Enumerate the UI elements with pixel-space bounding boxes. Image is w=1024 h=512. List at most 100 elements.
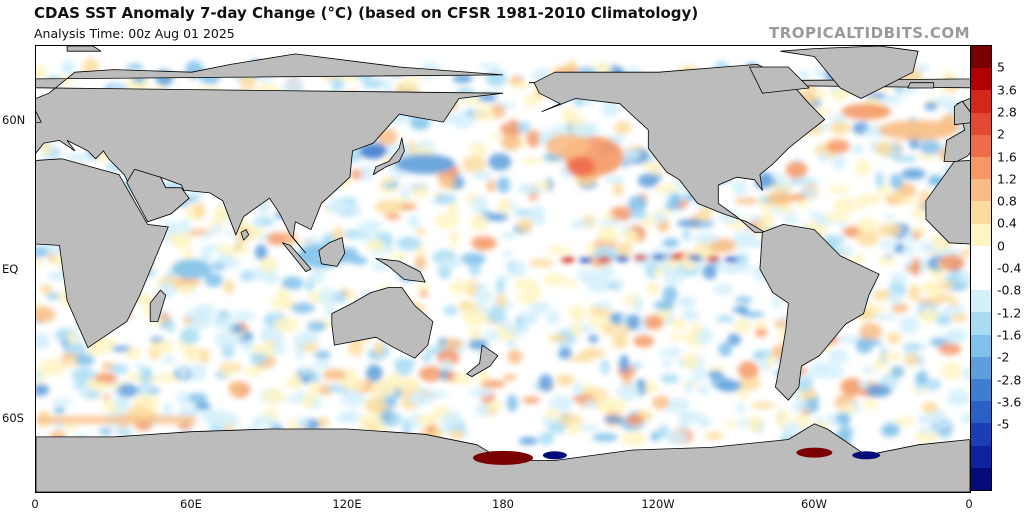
colorbar-swatch: [971, 290, 991, 313]
anomaly-patch: [299, 366, 311, 375]
anomaly-patch: [877, 223, 902, 237]
land-borneo: [318, 237, 346, 267]
anomaly-patch: [625, 414, 645, 426]
anomaly-patch: [521, 396, 541, 404]
anomaly-patch: [678, 413, 692, 430]
anomaly-patch: [854, 252, 864, 267]
land-new-guinea: [375, 258, 426, 283]
anomaly-patch: [578, 424, 599, 432]
anomaly-patch: [875, 170, 884, 189]
anomaly-patch: [766, 191, 793, 206]
anomaly-patch: [792, 399, 808, 413]
ice-shelf-anomaly: [473, 450, 533, 465]
land-madagascar: [149, 289, 167, 322]
tiw-feature: [669, 254, 684, 261]
anomaly-patch: [253, 220, 263, 229]
anomaly-patch: [563, 279, 579, 287]
anomaly-patch: [950, 299, 959, 307]
anomaly-patch: [657, 424, 670, 439]
anomaly-patch: [114, 396, 129, 408]
anomaly-patch: [36, 370, 43, 382]
anomaly-patch: [435, 193, 457, 205]
anomaly-patch: [855, 158, 871, 177]
anomaly-patch: [604, 175, 626, 184]
anomaly-patch: [826, 139, 851, 154]
anomaly-patch: [654, 300, 675, 311]
tiw-feature: [687, 254, 702, 261]
anomaly-patch: [644, 314, 664, 330]
anomaly-patch: [817, 123, 831, 131]
anomaly-patch: [350, 256, 368, 265]
anomaly-patch: [934, 313, 952, 326]
anomaly-patch: [251, 344, 273, 354]
anomaly-patch: [410, 116, 431, 131]
land-antarctica: [36, 423, 970, 492]
anomaly-patch: [951, 330, 967, 340]
colorbar-tick-label: 1.6: [997, 149, 1017, 164]
anomaly-patch: [523, 93, 541, 107]
anomaly-patch: [481, 380, 506, 388]
anomaly-patch: [211, 223, 223, 235]
colorbar-swatch: [971, 134, 991, 158]
anomaly-patch: [899, 316, 920, 335]
anomaly-patch: [36, 333, 46, 349]
anomaly-patch: [824, 213, 850, 222]
anomaly-patch: [67, 331, 77, 346]
anomaly-patch: [204, 272, 223, 288]
anomaly-patch: [296, 389, 305, 401]
anomaly-patch: [411, 185, 429, 198]
anomaly-patch: [945, 279, 954, 291]
anomaly-patch: [750, 402, 776, 409]
anomaly-patch: [387, 252, 410, 260]
anomaly-patch: [614, 120, 632, 135]
anomaly-patch: [102, 393, 111, 401]
anomaly-patch: [547, 422, 566, 434]
anomaly-patch: [538, 374, 554, 392]
anomaly-patch: [358, 414, 384, 428]
anomaly-patch: [917, 413, 942, 426]
anomaly-patch: [904, 352, 917, 367]
anomaly-patch: [889, 272, 907, 284]
anomaly-feature: [359, 142, 388, 159]
anomaly-patch: [913, 430, 939, 444]
anomaly-patch: [488, 153, 512, 171]
anomaly-patch: [449, 280, 470, 295]
anomaly-patch: [468, 143, 478, 153]
anomaly-patch: [735, 403, 746, 414]
anomaly-patch: [901, 168, 926, 180]
land-baffin: [749, 66, 810, 94]
anomaly-patch: [698, 418, 712, 428]
anomaly-patch: [228, 381, 244, 395]
anomaly-patch: [340, 379, 366, 391]
anomaly-patch: [447, 201, 459, 219]
anomaly-patch: [195, 402, 211, 410]
land-new-zealand: [466, 344, 499, 378]
anomaly-patch: [91, 381, 108, 392]
anomaly-patch: [588, 314, 612, 329]
anomaly-patch: [573, 381, 584, 399]
tiw-feature: [633, 254, 648, 261]
anomaly-patch: [566, 420, 582, 436]
map-title: CDAS SST Anomaly 7-day Change (°C) (base…: [34, 4, 699, 22]
anomaly-patch: [314, 350, 331, 360]
colorbar-tick-label: -1.6: [997, 327, 1022, 343]
anomaly-patch: [618, 354, 630, 373]
anomaly-patch: [829, 121, 851, 135]
colorbar-tick-label: -0.8: [997, 282, 1022, 298]
anomaly-patch: [162, 402, 173, 420]
anomaly-patch: [262, 388, 286, 405]
anomaly-patch: [117, 383, 138, 398]
colorbar-swatch: [971, 445, 991, 468]
anomaly-patch: [593, 301, 613, 310]
sst-map-canvas: [36, 46, 970, 492]
anomaly-patch: [347, 206, 362, 216]
colorbar-tick-label: 1.2: [997, 171, 1017, 187]
anomaly-patch: [452, 112, 474, 129]
anomaly-patch: [518, 158, 544, 165]
anomaly-patch: [838, 220, 847, 228]
anomaly-patch: [497, 197, 511, 216]
anomaly-patch: [281, 276, 304, 290]
anomaly-patch: [667, 398, 690, 412]
anomaly-patch: [682, 228, 691, 241]
anomaly-patch: [608, 206, 634, 222]
